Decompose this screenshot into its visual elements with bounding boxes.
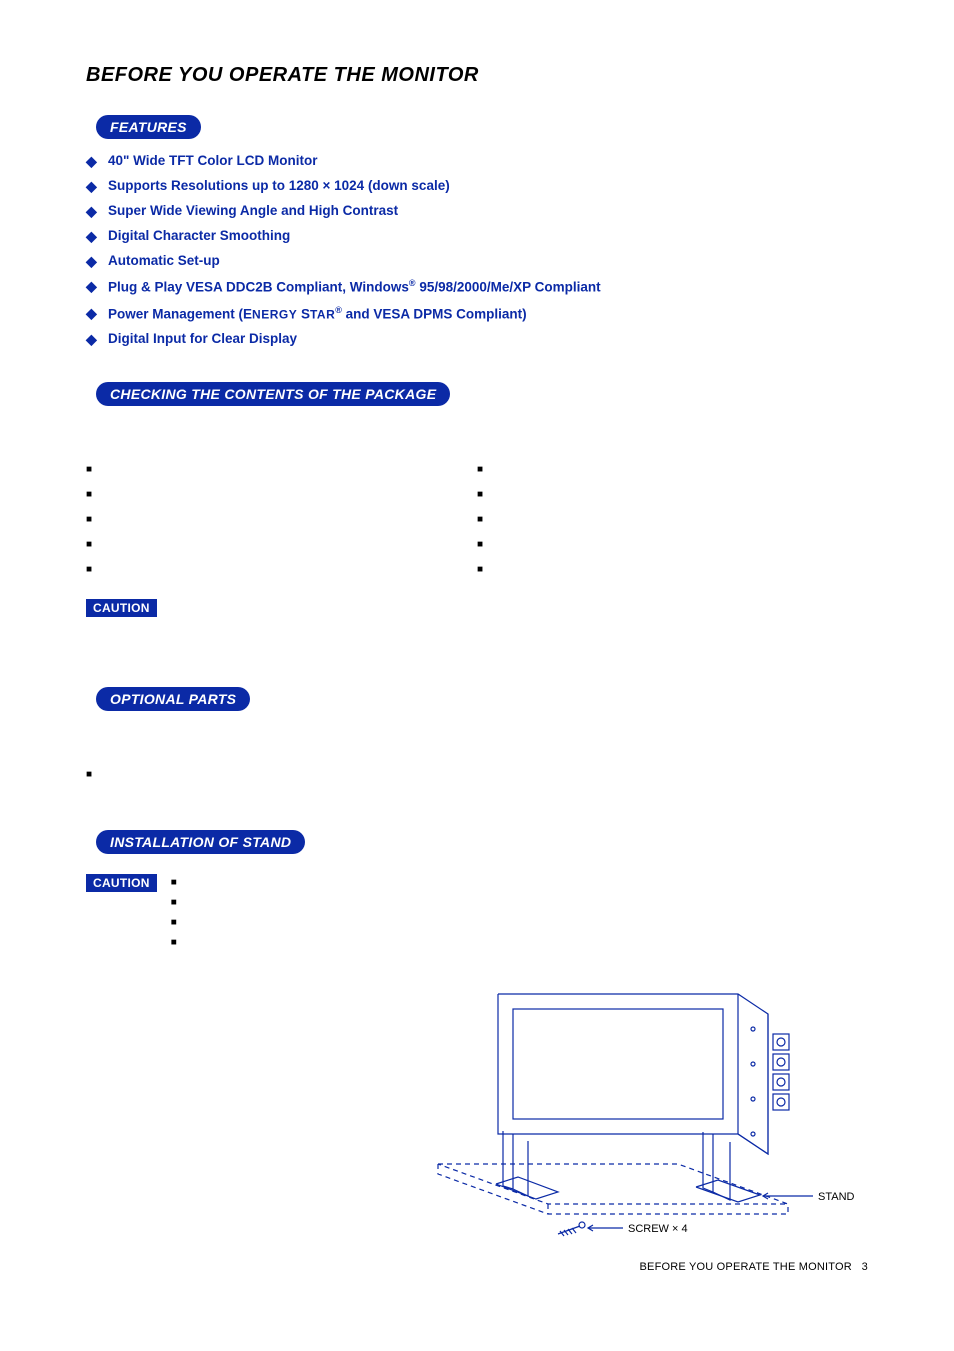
diagram-label-stand: STAND <box>818 1191 855 1203</box>
features-list: 40" Wide TFT Color LCD Monitor Supports … <box>86 153 868 346</box>
page: BEFORE YOU OPERATE THE MONITOR FEATURES … <box>0 0 954 1351</box>
feature-item: Super Wide Viewing Angle and High Contra… <box>86 203 868 218</box>
section-label-checking: CHECKING THE CONTENTS OF THE PACKAGE <box>96 382 450 406</box>
package-item <box>477 535 868 550</box>
page-footer: BEFORE YOU OPERATE THE MONITOR 3 <box>640 1261 869 1273</box>
install-item <box>171 914 185 928</box>
section-label-optional: OPTIONAL PARTS <box>96 687 250 711</box>
monitor-stand-illustration: STAND SCREW × 4 <box>418 974 868 1254</box>
package-contents <box>86 460 868 585</box>
feature-item: Digital Character Smoothing <box>86 228 868 243</box>
page-number: 3 <box>862 1261 868 1273</box>
package-col-right <box>477 460 868 585</box>
install-item <box>171 874 185 888</box>
install-item <box>171 894 185 908</box>
feature-item: 40" Wide TFT Color LCD Monitor <box>86 153 868 168</box>
package-item <box>477 460 868 475</box>
package-item <box>86 535 477 550</box>
page-title: BEFORE YOU OPERATE THE MONITOR <box>86 64 868 87</box>
stand-diagram: STAND SCREW × 4 <box>86 974 868 1254</box>
package-item <box>86 510 477 525</box>
feature-item: Digital Input for Clear Display <box>86 331 868 346</box>
package-item <box>86 460 477 475</box>
optional-parts-list <box>86 765 868 780</box>
footer-text: BEFORE YOU OPERATE THE MONITOR <box>640 1261 852 1273</box>
package-item <box>86 560 477 575</box>
caution-label: CAUTION <box>86 599 157 617</box>
feature-item: Plug & Play VESA DDC2B Compliant, Window… <box>86 278 868 295</box>
install-bullets <box>171 874 185 954</box>
install-item <box>171 934 185 948</box>
diagram-label-screw: SCREW × 4 <box>628 1223 688 1235</box>
package-item <box>86 485 477 500</box>
caution-label: CAUTION <box>86 874 157 892</box>
package-item <box>477 510 868 525</box>
package-item <box>477 560 868 575</box>
optional-item <box>86 765 868 780</box>
feature-item: Power Management (ENERGY STAR® and VESA … <box>86 305 868 322</box>
section-label-features: FEATURES <box>96 115 201 139</box>
package-col-left <box>86 460 477 585</box>
package-item <box>477 485 868 500</box>
feature-item: Automatic Set-up <box>86 253 868 268</box>
section-label-install: INSTALLATION OF STAND <box>96 830 305 854</box>
install-row: CAUTION <box>86 874 868 954</box>
feature-item: Supports Resolutions up to 1280 × 1024 (… <box>86 178 868 193</box>
